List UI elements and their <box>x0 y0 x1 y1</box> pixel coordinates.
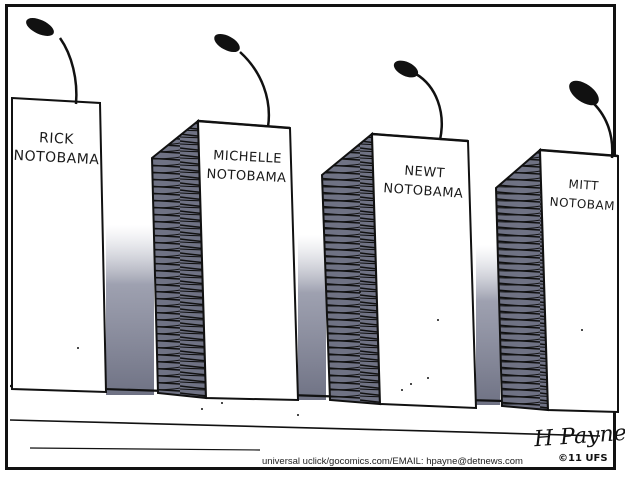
podium-label-michelle: MICHELLE NOTOBAMA <box>202 146 292 189</box>
podium-label-newt: NEWT NOTOBAMA <box>380 160 468 204</box>
syndication-credit: universal uclick/gocomics.com/EMAIL: hpa… <box>262 456 523 467</box>
podium-mitt <box>494 80 619 414</box>
podium-newt <box>320 60 478 410</box>
podium-label-mitt: MITT NOTOBAM <box>548 174 618 217</box>
podium-label-rick: RICK NOTOBAMA <box>13 128 100 170</box>
podium-michelle <box>150 33 300 402</box>
podium-rick <box>11 18 108 394</box>
background-shadows <box>106 225 500 405</box>
floor-stipple <box>77 291 583 416</box>
copyright-mark: ©11 UFS <box>558 453 608 464</box>
